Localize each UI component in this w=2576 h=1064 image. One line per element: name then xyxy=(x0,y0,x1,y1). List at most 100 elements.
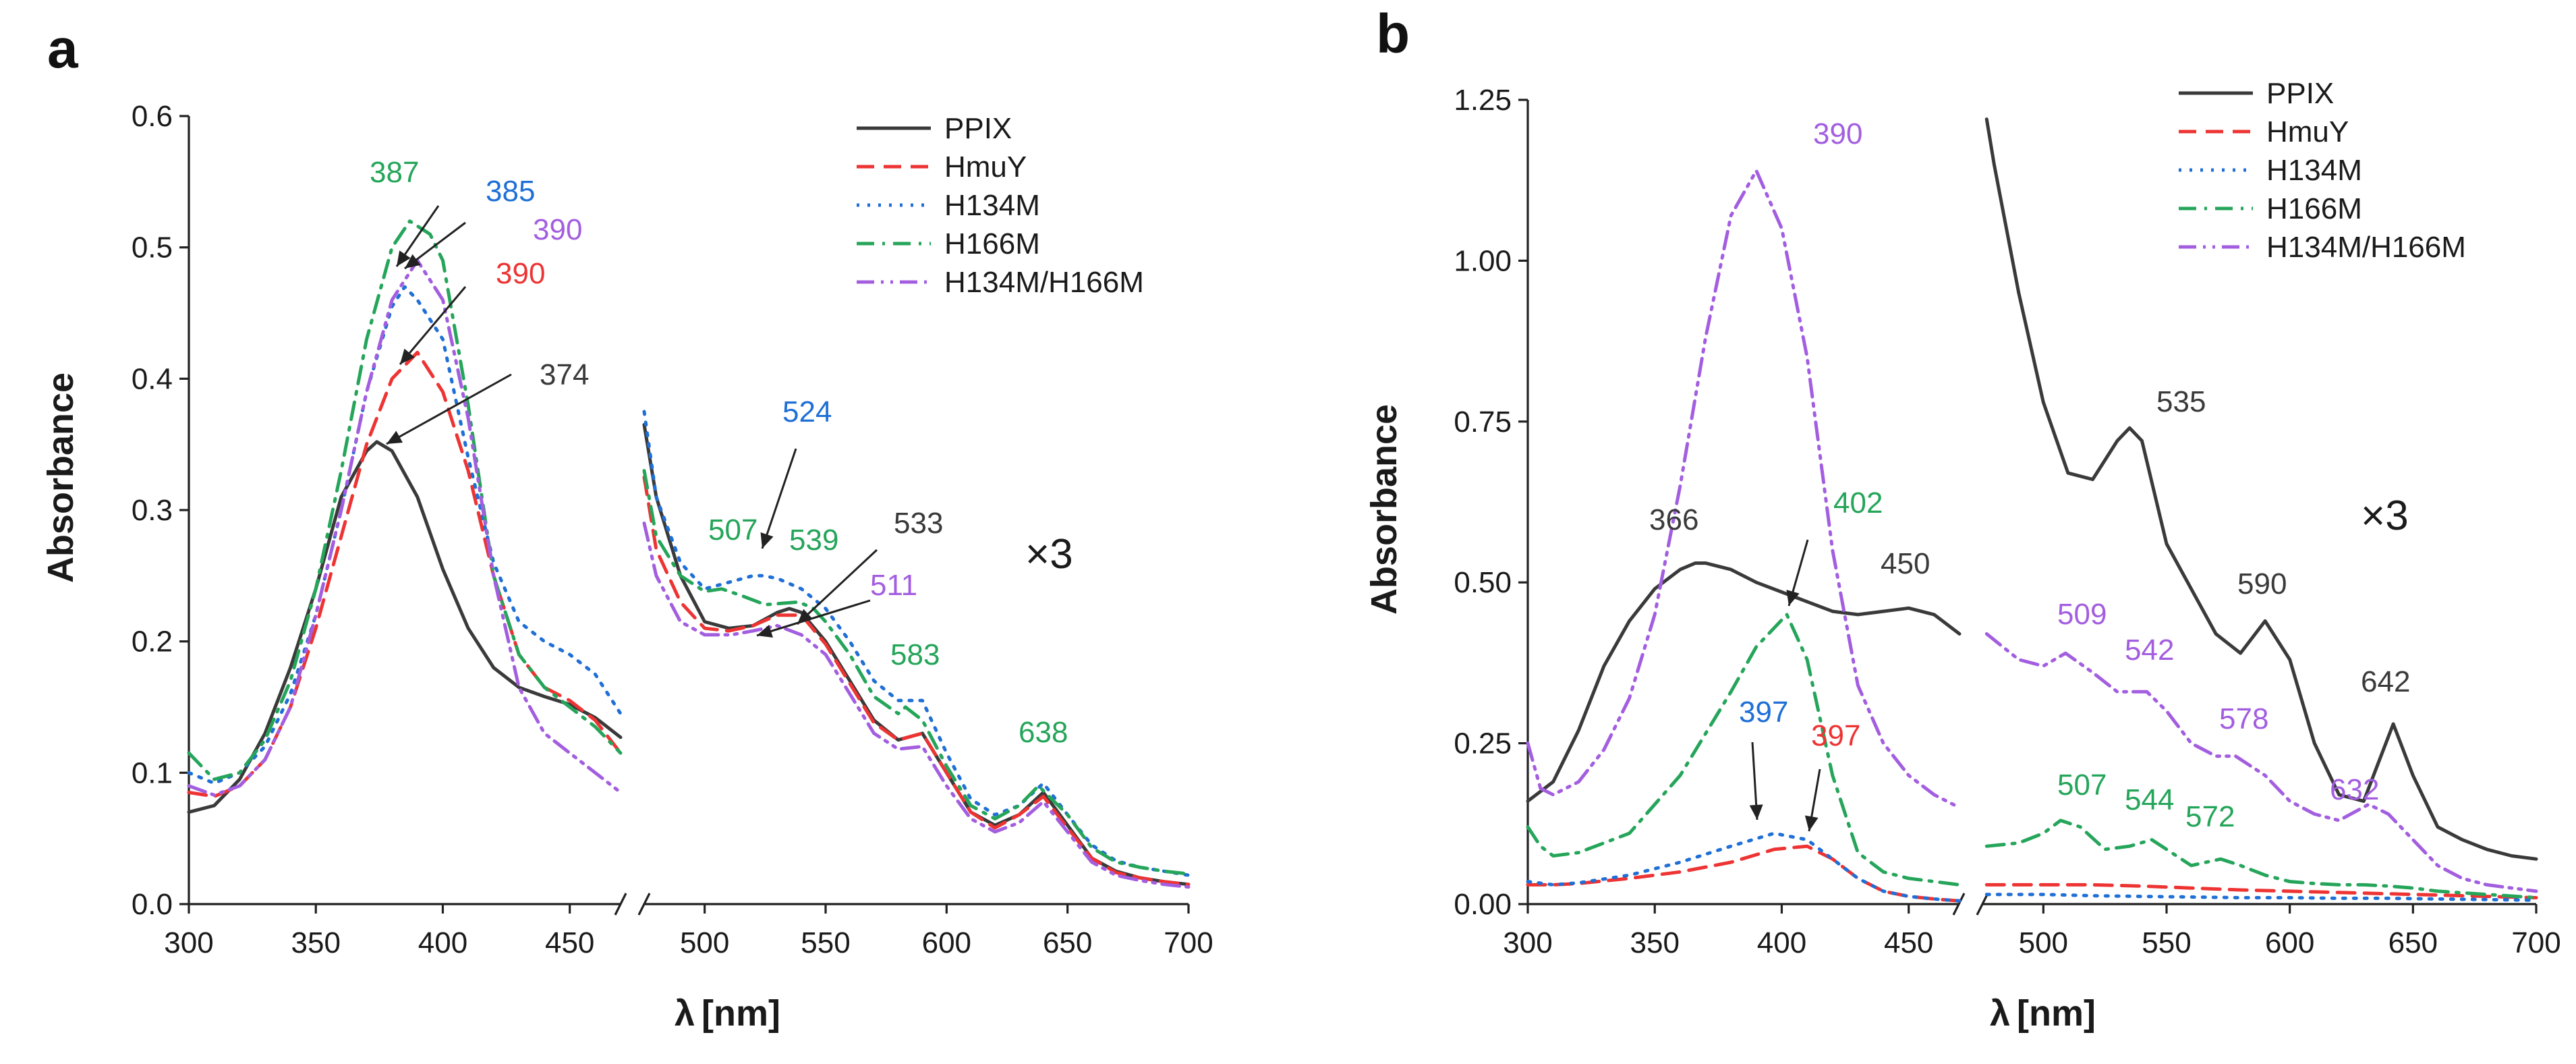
panel-a-axis-break xyxy=(614,893,651,916)
series-line-h166m xyxy=(187,219,623,781)
x-tick-label: 550 xyxy=(2142,926,2191,959)
series-line-h134m xyxy=(187,285,623,785)
peak-label: 507 xyxy=(708,513,757,547)
annotation-arrow xyxy=(386,373,512,445)
annotation-arrowhead xyxy=(387,430,403,444)
y-tick-label: 0.6 xyxy=(132,100,173,133)
series-line-h134m-h166m xyxy=(187,258,623,797)
series-line-ppix xyxy=(1526,561,1962,803)
series-line-hmuy xyxy=(187,350,623,798)
peak-label: 507 xyxy=(2057,768,2107,802)
peak-label: 366 xyxy=(1649,503,1698,536)
panel-b-axis-break xyxy=(1952,893,1989,916)
peak-label: 402 xyxy=(1833,486,1883,520)
panel-a-legend: PPIX HmuY H134M H166M H134M/H166M xyxy=(857,112,1144,299)
panel-b-x-ticks: 300 350 400 450 500 550 600 650 700 xyxy=(1503,904,2561,959)
panel-a-x-ticks: 300 350 400 450 500 550 600 650 700 xyxy=(164,904,1213,959)
annotation-arrowhead xyxy=(760,532,774,549)
x-tick-label: 400 xyxy=(418,926,467,959)
peak-label: 642 xyxy=(2361,665,2410,698)
annotation-arrow xyxy=(399,286,467,365)
peak-label: 450 xyxy=(1881,547,1930,580)
series-line-ppix xyxy=(1984,117,2538,861)
panel-a-scale-note: ×3 xyxy=(1025,531,1073,578)
legend-label: H166M xyxy=(2266,192,2362,225)
peak-label: 390 xyxy=(496,257,545,290)
x-tick-label: 550 xyxy=(801,926,850,959)
annotation-arrowhead xyxy=(1804,815,1819,831)
x-tick-label: 700 xyxy=(2511,926,2560,959)
peak-label: 583 xyxy=(890,638,940,671)
peak-label: 544 xyxy=(2125,783,2174,816)
series-line-h166m xyxy=(1526,613,1962,887)
panel-a-y-ticks: 0.0 0.1 0.2 0.3 0.4 0.5 0.6 xyxy=(132,100,189,921)
x-tick-label: 450 xyxy=(545,926,594,959)
x-tick-label: 500 xyxy=(680,926,729,959)
series-line-ppix xyxy=(187,440,623,814)
x-tick-label: 650 xyxy=(2388,926,2438,959)
panel-b-annotations: 390 366 402 450 397 397 535 590 642 509 542 578 632 5… xyxy=(1649,117,2410,833)
x-tick-label: 300 xyxy=(164,926,213,959)
x-tick-label: 350 xyxy=(291,926,341,959)
series-line-h134m-h166m xyxy=(642,522,1191,889)
y-tick-label: 0.00 xyxy=(1454,888,1512,921)
annotation-arrow xyxy=(796,549,878,625)
annotation-arrow xyxy=(756,599,871,637)
legend-label: HmuY xyxy=(944,150,1027,184)
peak-label: 542 xyxy=(2125,634,2174,667)
y-tick-label: 0.75 xyxy=(1454,405,1512,439)
panel-b-x-axis-unit: [nm] xyxy=(2017,993,2096,1034)
legend-label: H166M xyxy=(944,227,1040,260)
peak-label: 387 xyxy=(370,156,419,189)
series-line-hmuy xyxy=(1984,883,2538,899)
legend-label: H134M xyxy=(944,189,1040,222)
peak-label: 578 xyxy=(2219,702,2268,735)
legend-label: H134M/H166M xyxy=(944,266,1144,299)
panel-a-arrows xyxy=(386,205,878,638)
x-tick-label: 300 xyxy=(1503,926,1552,959)
x-tick-label: 350 xyxy=(1630,926,1680,959)
peak-label: 533 xyxy=(894,507,943,540)
panel-a-annotations: 387 385 390 390 374 524 507 539 533 511 583 638 xyxy=(370,156,1068,749)
y-tick-label: 0.3 xyxy=(132,494,173,527)
panel-a-letter: a xyxy=(47,18,79,80)
series-line-h134m xyxy=(1984,893,2538,902)
panel-b-legend: PPIX HmuY H134M H166M H134M/H166M xyxy=(2179,77,2466,264)
y-tick-label: 0.4 xyxy=(132,362,173,395)
panel-a-y-axis-title: Absorbance xyxy=(40,372,81,583)
y-tick-label: 1.00 xyxy=(1454,244,1512,277)
annotation-arrowhead xyxy=(397,250,411,267)
peak-label: 524 xyxy=(782,395,832,428)
y-tick-label: 0.0 xyxy=(132,888,173,921)
panel-a: a Absorbance λ [nm] 0.00.10.20.30.40.50.… xyxy=(40,18,1213,1034)
annotation-arrowhead xyxy=(400,348,415,364)
x-tick-label: 700 xyxy=(1164,926,1213,959)
peak-label: 397 xyxy=(1739,696,1788,729)
x-tick-label: 650 xyxy=(1043,926,1092,959)
series-line-h134m-h166m xyxy=(1526,169,1962,810)
panel-b: b Absorbance λ [nm] 0.00 0.25 0.50 0.75 1.00… xyxy=(1364,3,2561,1034)
annotation-arrowhead xyxy=(757,624,773,638)
panel-b-y-ticks: 0.00 0.25 0.50 0.75 1.00 1.25 xyxy=(1454,84,1528,921)
panel-b-y-axis-title: Absorbance xyxy=(1364,404,1404,615)
peak-label: 385 xyxy=(486,175,535,208)
peak-label: 590 xyxy=(2237,567,2287,600)
legend-label: PPIX xyxy=(2266,77,2334,110)
peak-label: 572 xyxy=(2185,800,2235,833)
peak-label: 511 xyxy=(870,569,917,602)
annotation-arrowhead xyxy=(1786,590,1800,606)
series-line-h166m xyxy=(642,469,1191,876)
x-tick-label: 600 xyxy=(922,926,971,959)
series-line-hmuy xyxy=(642,475,1191,887)
peak-label: 638 xyxy=(1019,716,1068,749)
peak-label: 509 xyxy=(2057,598,2107,631)
annotation-arrowhead xyxy=(405,254,421,269)
legend-label: HmuY xyxy=(2266,115,2349,148)
x-tick-label: 450 xyxy=(1884,926,1933,959)
peak-label: 632 xyxy=(2330,773,2379,806)
x-tick-label: 500 xyxy=(2019,926,2068,959)
annotation-arrow xyxy=(761,448,797,549)
series-line-h166m xyxy=(1984,818,2538,899)
x-tick-label: 400 xyxy=(1757,926,1806,959)
y-tick-label: 0.2 xyxy=(132,625,173,659)
